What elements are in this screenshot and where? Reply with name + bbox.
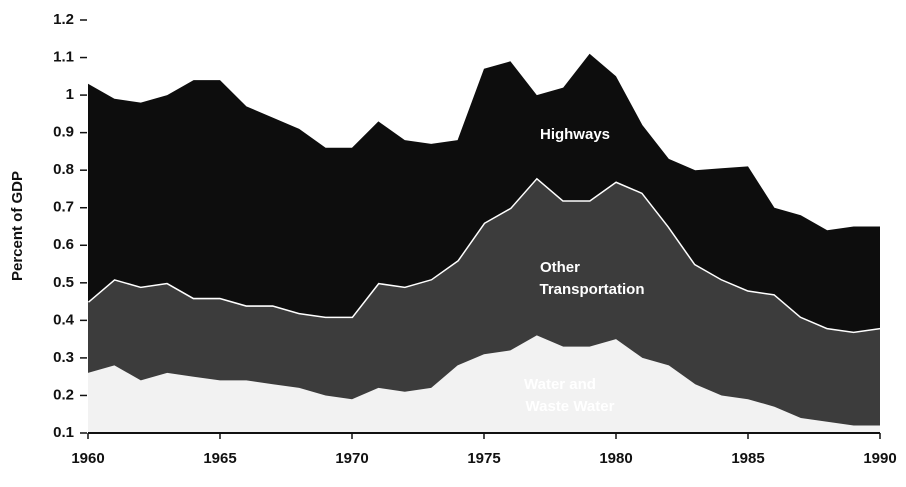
annotation: Transportation [539, 281, 644, 298]
area [88, 177, 880, 426]
x-tick-label: 1970 [335, 450, 368, 467]
y-tick-label: 0.4 [53, 311, 75, 328]
boundary-line [87, 175, 881, 334]
y-tick-label: 0.9 [53, 124, 74, 141]
y-tick-label: 1.1 [53, 49, 74, 66]
y-tick-label: 0.7 [53, 199, 74, 216]
annotation: Waste Water [526, 398, 615, 415]
y-tick-label: 0.1 [53, 424, 74, 441]
area [88, 53, 880, 332]
x-tick-label: 1980 [599, 450, 632, 467]
y-tick-label: 0.6 [53, 236, 74, 253]
x-tick-label: 1985 [731, 450, 764, 467]
annotation: Highways [540, 126, 610, 143]
y-tick-label: 0.8 [53, 161, 74, 178]
x-tick-label: 1960 [71, 450, 104, 467]
y-tick-label: 0.2 [53, 386, 74, 403]
x-tick-label: 1965 [203, 450, 236, 467]
area [88, 335, 880, 433]
y-tick-label: 1.2 [53, 11, 74, 28]
y-tick-label: 0.5 [53, 274, 74, 291]
x-tick-label: 1975 [467, 450, 500, 467]
y-tick-label: 1 [66, 86, 74, 103]
y-axis-label: Percent of GDP [9, 171, 26, 281]
annotation: Other [540, 259, 580, 276]
x-tick-label: 1990 [863, 450, 896, 467]
annotation: Water and [524, 376, 596, 393]
y-tick-label: 0.3 [53, 349, 74, 366]
